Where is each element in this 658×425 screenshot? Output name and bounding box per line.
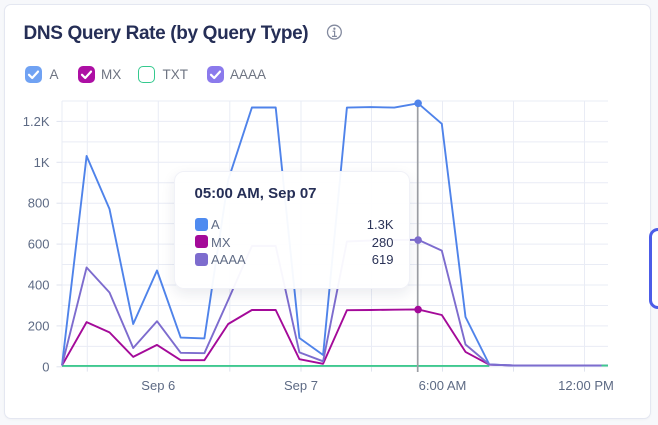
svg-text:12:00 PM: 12:00 PM xyxy=(558,378,614,393)
svg-text:800: 800 xyxy=(28,196,50,211)
svg-text:1.2K: 1.2K xyxy=(23,114,50,129)
svg-text:200: 200 xyxy=(28,318,50,333)
svg-text:0: 0 xyxy=(42,359,49,374)
svg-text:1K: 1K xyxy=(34,155,50,170)
svg-text:600: 600 xyxy=(28,237,50,252)
svg-text:400: 400 xyxy=(28,278,50,293)
svg-text:6:00 AM: 6:00 AM xyxy=(419,378,467,393)
svg-text:Sep 7: Sep 7 xyxy=(284,378,318,393)
svg-text:Sep 6: Sep 6 xyxy=(141,378,175,393)
